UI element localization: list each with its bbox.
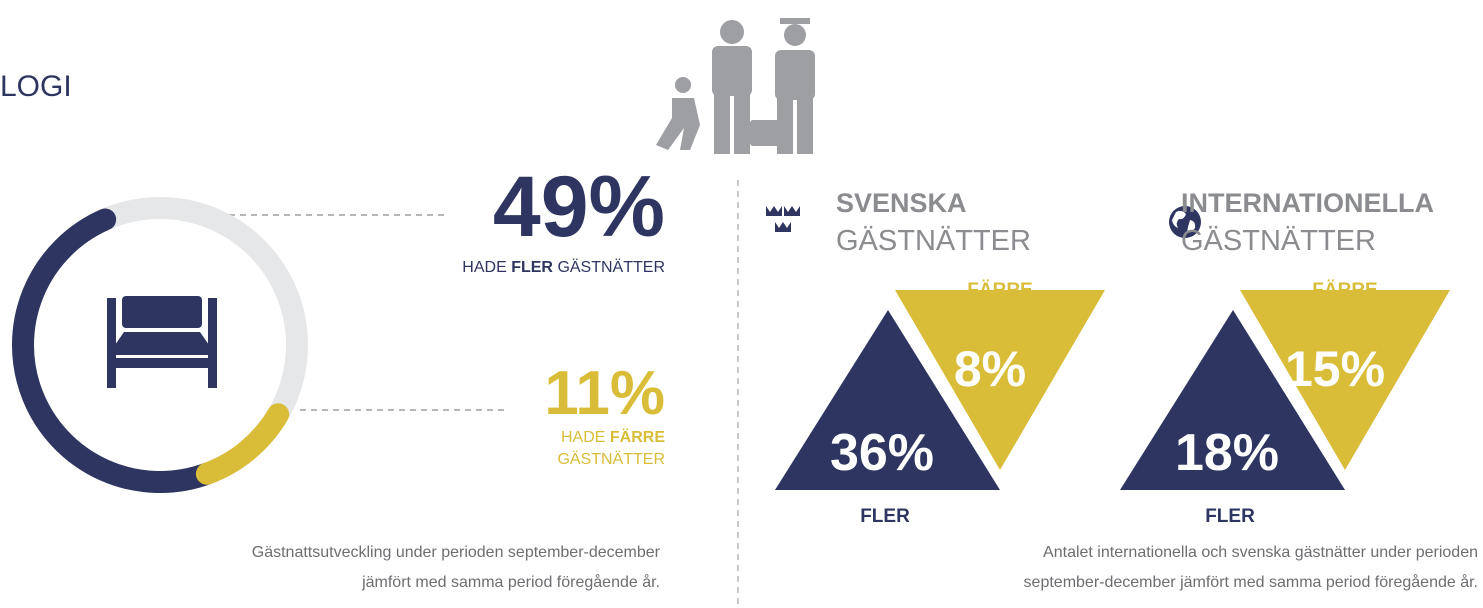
more-label: FLER [860,506,910,527]
panel-title-bold: SVENSKA [836,188,967,218]
more-value: 36% [830,424,934,482]
more-label: FLER [1205,506,1255,527]
more-value: 49% [493,159,665,255]
fewer-post: GÄSTNÄTTER [557,450,665,468]
caption: Antalet internationella och svenska gäst… [1043,544,1478,561]
fewer-value: 11% [544,359,665,428]
bed-icon [107,296,217,388]
people-icon [656,18,815,154]
more-post: GÄSTNÄTTER [557,258,665,276]
fewer-text: HADE FÄRRE [561,428,665,446]
fewer-pre: HADE [561,429,605,446]
donut-arc [12,208,218,493]
caption: september-december jämfört med samma per… [1024,573,1478,591]
triangle-more [775,310,1000,490]
fewer-label: FÄRRE [1312,280,1377,301]
triangle-fewer [1240,290,1450,470]
fewer-label: FÄRRE [967,280,1032,301]
heading: LOGI [0,70,72,103]
triangle-more [1120,310,1345,490]
more-bold: FLER [511,259,553,276]
more-pre: HADE [462,259,506,276]
globe-icon [1169,206,1201,238]
fewer-value: 15% [1285,341,1385,397]
fewer-value: 8% [954,341,1026,397]
caption: jämfört med samma period föregående år. [361,573,660,591]
panel-title: GÄSTNÄTTER [836,225,1031,257]
more-text: HADE FLER GÄSTNÄTTER [462,258,665,276]
panel-title: GÄSTNÄTTER [1181,225,1376,257]
donut-arc [195,403,290,485]
crowns-icon [766,206,800,232]
caption: Gästnattsutveckling under perioden septe… [252,544,661,561]
triangle-fewer [895,290,1105,470]
more-value: 18% [1175,424,1279,482]
panel-title-bold: INTERNATIONELLA [1181,188,1434,218]
fewer-bold: FÄRRE [610,428,665,446]
